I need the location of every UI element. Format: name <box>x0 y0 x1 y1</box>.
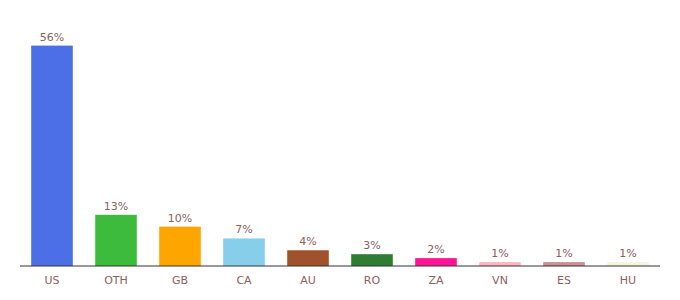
data-label: 3% <box>363 239 380 252</box>
bar <box>479 262 521 266</box>
data-label: 7% <box>235 223 252 236</box>
chart-svg: US OTH GB CA AU RO ZA VN ES HU 56% 13% 10% 7% 4% 3% 2% 1%… <box>0 0 680 300</box>
data-label: 1% <box>491 247 508 260</box>
bar <box>287 250 329 266</box>
data-label: 13% <box>104 200 128 213</box>
data-label: 10% <box>168 212 192 225</box>
x-tick-label: HU <box>620 274 636 287</box>
x-tick-label: RO <box>364 274 381 287</box>
bars <box>31 46 649 266</box>
x-tick-label: VN <box>492 274 508 287</box>
x-tick-label: ES <box>557 274 571 287</box>
x-tick-label: AU <box>300 274 316 287</box>
x-tick-label: OTH <box>104 274 128 287</box>
bar <box>607 262 649 266</box>
bar <box>95 215 137 266</box>
data-label: 1% <box>555 247 572 260</box>
data-label: 2% <box>427 243 444 256</box>
bar <box>31 46 73 266</box>
chart-container: US OTH GB CA AU RO ZA VN ES HU 56% 13% 10% 7% 4% 3% 2% 1%… <box>0 0 680 300</box>
x-tick-label: CA <box>236 274 252 287</box>
bar <box>543 262 585 266</box>
x-axis-line <box>20 266 660 267</box>
x-tick-label: ZA <box>428 274 444 287</box>
data-label: 1% <box>619 247 636 260</box>
x-tick-label: US <box>44 274 59 287</box>
data-label: 4% <box>299 235 316 248</box>
bar <box>223 238 265 266</box>
bar <box>351 254 393 266</box>
bar <box>415 258 457 266</box>
bar <box>159 227 201 266</box>
x-tick-label: GB <box>172 274 188 287</box>
data-label: 56% <box>40 31 64 44</box>
